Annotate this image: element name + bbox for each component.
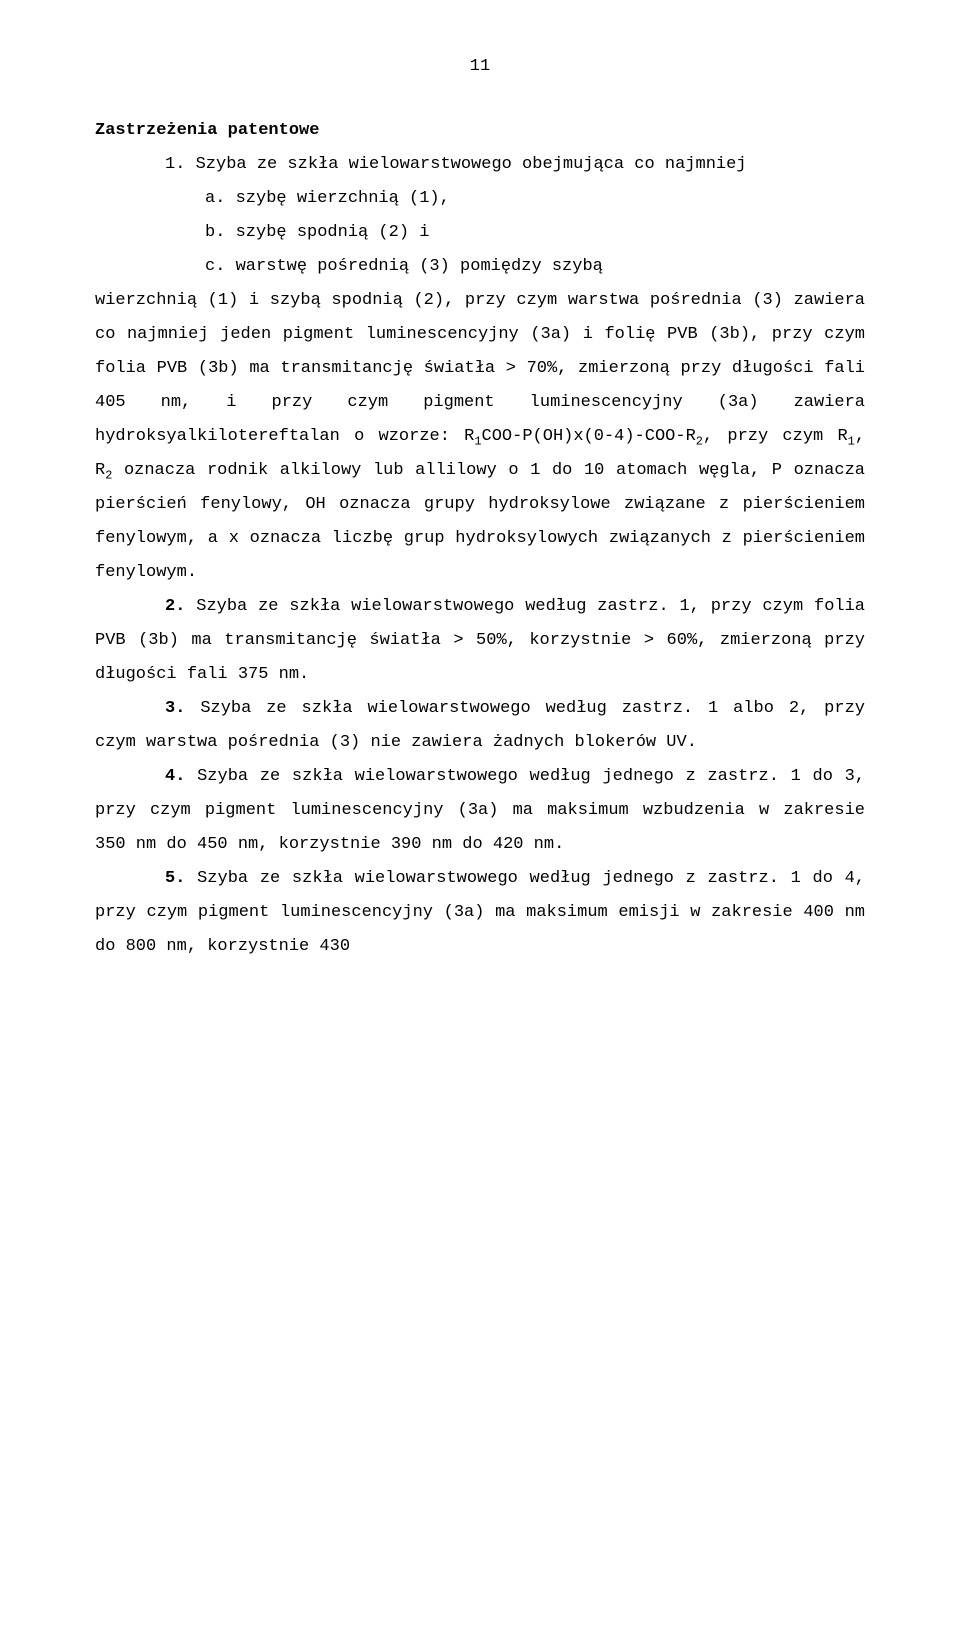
claim-5-number: 5. (165, 869, 185, 888)
page-number: 11 (95, 50, 865, 84)
claim-4: 4. Szyba ze szkła wielowarstwowego wedłu… (95, 760, 865, 862)
document-page: 11 Zastrzeżenia patentowe 1. Szyba ze sz… (0, 0, 960, 1636)
subscript-1b: 1 (848, 434, 855, 448)
claims-title: Zastrzeżenia patentowe (95, 114, 865, 148)
claim-1-item-a: a. szybę wierzchnią (1), (95, 182, 865, 216)
claim-4-number: 4. (165, 767, 185, 786)
claim-1-item-c-prefix: c. warstwę pośrednią (3) pomiędzy szybą (95, 250, 865, 284)
claim-1-item-b: b. szybę spodnią (2) i (95, 216, 865, 250)
claim-2: 2. Szyba ze szkła wielowarstwowego wedłu… (95, 590, 865, 692)
claim-5: 5. Szyba ze szkła wielowarstwowego wedłu… (95, 862, 865, 964)
claim-3-text: Szyba ze szkła wielowarstwowego według z… (95, 699, 865, 752)
claim-1-body-part-a: wierzchnią (1) i szybą spodnią (2), przy… (95, 291, 865, 446)
subscript-1: 1 (474, 434, 481, 448)
claim-5-text: Szyba ze szkła wielowarstwowego według j… (95, 869, 865, 956)
claim-2-text: Szyba ze szkła wielowarstwowego według z… (95, 597, 865, 684)
claim-1-body: wierzchnią (1) i szybą spodnią (2), przy… (95, 284, 865, 590)
claim-3: 3. Szyba ze szkła wielowarstwowego wedłu… (95, 692, 865, 760)
claim-1-body-part-e: oznacza rodnik alkilowy lub allilowy o 1… (95, 461, 865, 582)
claim-3-number: 3. (165, 699, 185, 718)
claim-1-lead: 1. Szyba ze szkła wielowarstwowego obejm… (95, 148, 865, 182)
claim-4-text: Szyba ze szkła wielowarstwowego według j… (95, 767, 865, 854)
claim-2-number: 2. (165, 597, 185, 616)
claim-1-body-part-b: COO-P(OH)x(0-4)-COO-R (482, 427, 696, 446)
claim-1-body-part-c: , przy czym R (703, 427, 848, 446)
subscript-2: 2 (696, 434, 703, 448)
